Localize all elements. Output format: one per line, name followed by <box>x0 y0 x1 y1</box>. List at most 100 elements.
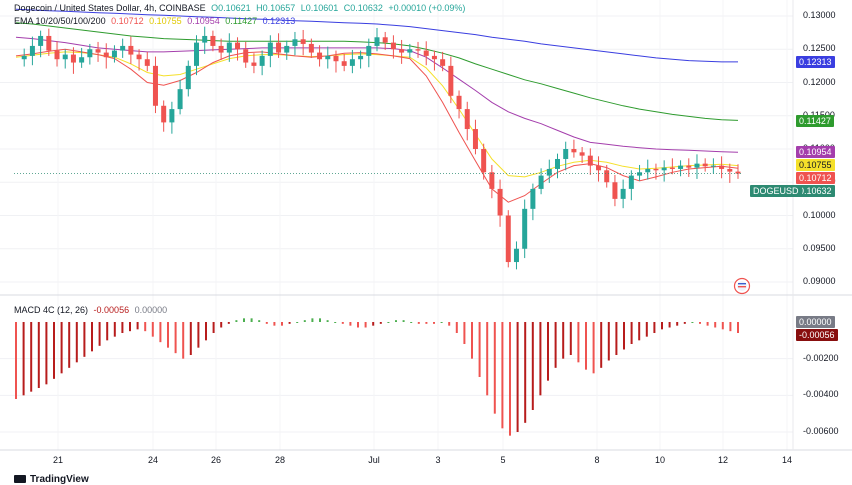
candle-body <box>407 49 413 53</box>
macd-bar <box>364 322 367 328</box>
time-tick-label: 5 <box>500 455 506 465</box>
tv-logo-icon <box>14 475 26 484</box>
candle-body <box>653 168 659 171</box>
macd-bar <box>136 322 139 330</box>
macd-tick-label: -0.00200 <box>803 352 839 363</box>
candle-body <box>464 109 470 130</box>
ema-label: EMA 10/20/50/100/200 <box>14 16 106 26</box>
macd-bar <box>75 322 78 363</box>
candle-body <box>423 50 429 56</box>
macd-bar <box>288 322 291 324</box>
candle-body <box>596 165 602 171</box>
macd-legend[interactable]: MACD 4C (12, 26) -0.00056 0.00000 <box>14 305 170 315</box>
candle-body <box>79 57 85 63</box>
candle-body <box>169 109 175 123</box>
macd-bar <box>440 322 443 323</box>
macd-bar <box>113 322 116 337</box>
ema-legend[interactable]: EMA 10/20/50/100/200 0.10712 0.10755 0.1… <box>14 16 298 26</box>
low-value: L0.10601 <box>300 3 339 13</box>
candle-body <box>194 42 199 66</box>
price-tick-label: 0.12000 <box>803 76 836 87</box>
candle-body <box>292 39 298 46</box>
macd-bar <box>562 322 565 359</box>
candle-body <box>505 215 511 263</box>
price-tag: 0.11427 <box>796 114 834 127</box>
ema200-value: 0.12313 <box>262 16 296 26</box>
macd-bar <box>676 322 679 326</box>
candle-body <box>70 54 76 63</box>
candle-body <box>111 50 117 58</box>
macd-bar <box>220 322 223 328</box>
flag-icon[interactable] <box>733 277 751 295</box>
candle-body <box>218 45 224 53</box>
candle-body <box>202 35 208 43</box>
macd-bar <box>30 322 33 392</box>
candle-body <box>587 155 593 166</box>
candle-body <box>317 52 323 60</box>
macd-bar <box>250 318 253 322</box>
macd-bar <box>121 322 124 333</box>
macd-bar <box>486 322 489 396</box>
macd-bar <box>661 322 663 330</box>
macd-bar <box>151 322 154 337</box>
macd-bar <box>402 320 405 322</box>
macd-bar <box>524 322 527 423</box>
candle-body <box>103 52 109 58</box>
candle-body <box>144 59 150 66</box>
macd-bar <box>653 322 656 333</box>
candle-body <box>710 165 716 167</box>
price-tag: 0.12313 <box>796 55 835 68</box>
tradingview-logo: TradingView <box>14 474 89 485</box>
macd-bar <box>425 322 428 324</box>
candle-body <box>210 35 216 46</box>
logo-text: TradingView <box>30 474 89 485</box>
symbol-price-tag: DOGEUSD <box>750 185 802 198</box>
macd-bar <box>699 322 701 324</box>
candle-body <box>399 49 405 53</box>
price-tag: 0.10755 <box>796 159 835 172</box>
candle-body <box>300 39 306 44</box>
candle-body <box>382 37 388 43</box>
macd-bar <box>60 322 63 374</box>
macd-bar <box>721 322 724 330</box>
macd-bar <box>159 322 162 343</box>
macd-bar <box>547 322 549 381</box>
macd-bar <box>349 322 352 326</box>
macd-bar <box>205 322 207 341</box>
candle-body <box>530 188 536 209</box>
macd-bar <box>167 322 169 348</box>
macd-bar <box>539 322 542 396</box>
candle-body <box>497 188 503 216</box>
ema200-line <box>15 8 738 63</box>
macd-bar <box>379 322 382 324</box>
macd-bar <box>319 318 321 322</box>
macd-bar <box>531 322 534 410</box>
candle-body <box>152 65 158 106</box>
ema100-value: 0.11427 <box>225 16 258 26</box>
macd-bar <box>68 322 71 368</box>
time-tick-label: 28 <box>274 455 286 465</box>
macd-bar <box>372 322 375 326</box>
macd-bar <box>341 322 344 324</box>
macd-bar <box>235 320 238 322</box>
macd-bar <box>714 322 717 328</box>
change-value: +0.00010 (+0.09%) <box>388 3 466 13</box>
candle-body <box>21 55 27 60</box>
time-tick-label: 24 <box>147 455 159 465</box>
candle-body <box>46 35 52 51</box>
candle-body <box>727 168 733 172</box>
candle-body <box>366 45 372 56</box>
time-tick-label: Jul <box>368 455 380 465</box>
candle-body <box>456 95 462 110</box>
symbol-title: Dogecoin / United States Dollar, 4h, COI… <box>14 3 206 13</box>
candle-body <box>735 171 741 174</box>
ema10-value: 0.10712 <box>111 16 144 26</box>
macd-bar <box>623 322 625 350</box>
macd-bar <box>691 322 694 323</box>
macd-tag: 0.00000 <box>796 316 835 328</box>
macd-bar <box>212 322 215 333</box>
macd-bar <box>509 322 511 436</box>
candle-body <box>571 149 577 153</box>
macd-bar <box>417 322 420 324</box>
